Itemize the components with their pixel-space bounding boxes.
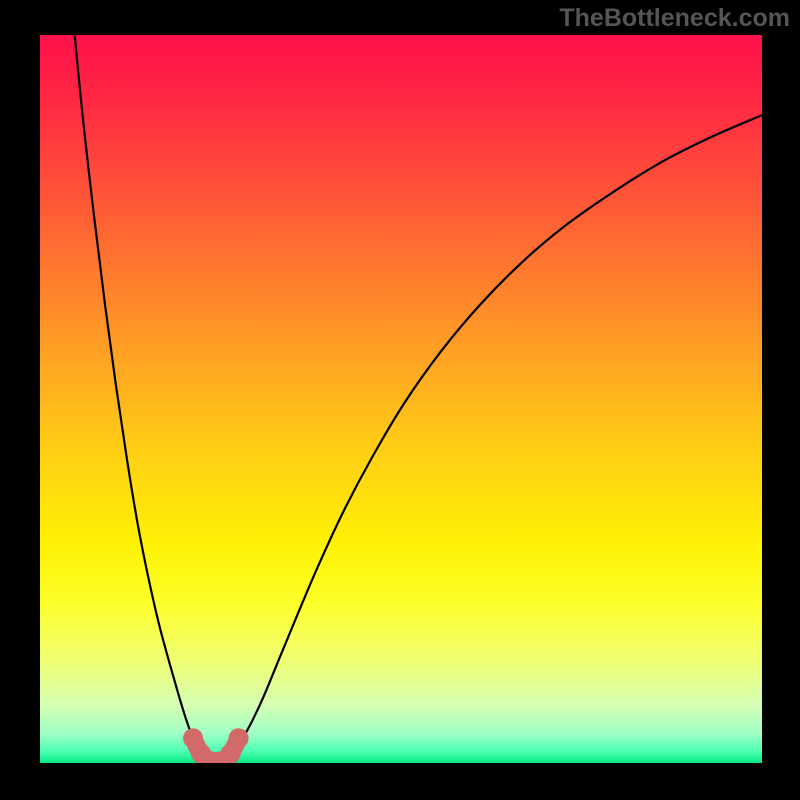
watermark-text: TheBottleneck.com <box>559 4 790 33</box>
chart-area <box>40 35 762 763</box>
chart-background <box>40 35 762 763</box>
optimal-marker <box>229 728 249 748</box>
chart-svg <box>40 35 762 763</box>
chart-root: TheBottleneck.com <box>0 0 800 800</box>
